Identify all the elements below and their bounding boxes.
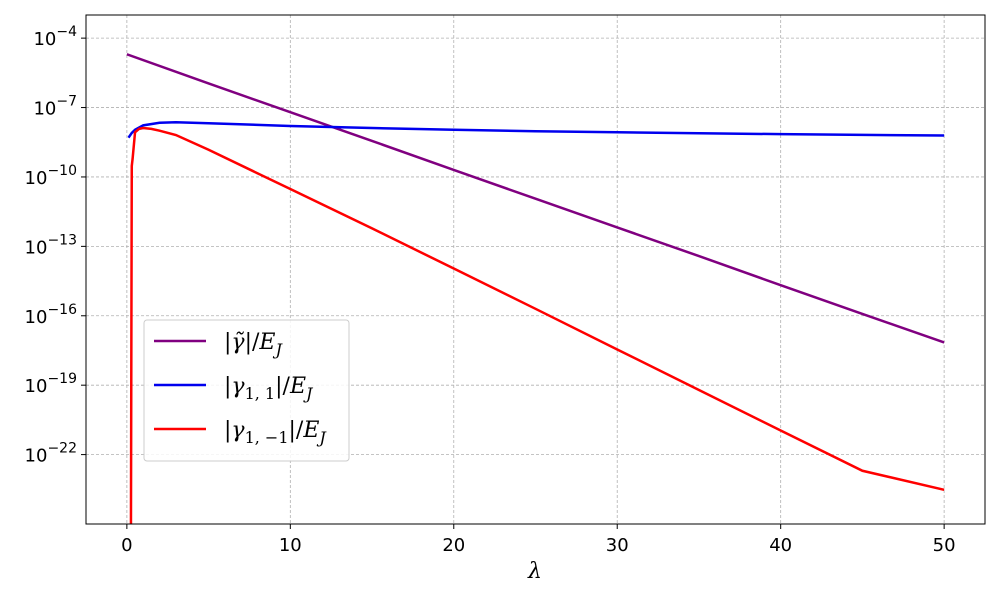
legend-box [143, 319, 350, 462]
y-tick-label: 10−10 [25, 163, 77, 189]
legend-label-2: |γ1, 1|/EJ [224, 374, 314, 403]
series-line-1 [126, 53, 945, 344]
y-tick-label: 10−22 [25, 441, 77, 467]
y-tick-label: 10−13 [25, 232, 77, 258]
legend-label-1: |γ̃|/EJ [224, 330, 283, 359]
series-line-2 [127, 121, 945, 139]
x-tick-label: 30 [606, 535, 629, 556]
x-axis-ticks: 0 10 20 30 40 50 [121, 524, 956, 556]
x-tick-label: 20 [442, 535, 465, 556]
x-tick-label: 40 [769, 535, 792, 556]
y-tick-label: 10−16 [25, 302, 78, 328]
x-axis-label: λ [527, 559, 542, 584]
y-axis-ticks: 10−4 10−7 10−10 10−13 10−16 10−19 10−22 [25, 24, 86, 467]
legend-label-3: |γ1, −1|/EJ [224, 418, 327, 447]
y-tick-label: 10−19 [25, 371, 77, 397]
y-tick-label: 10−4 [33, 24, 77, 50]
x-tick-label: 50 [933, 535, 956, 556]
x-tick-label: 0 [121, 535, 132, 556]
y-tick-label: 10−7 [33, 94, 77, 120]
plot-area-frame [85, 14, 986, 525]
x-tick-label: 10 [279, 535, 302, 556]
series-line-3 [129, 126, 945, 525]
series-lines [126, 53, 945, 525]
legend: |γ̃|/EJ |γ1, 1|/EJ |γ1, −1|/EJ [143, 319, 350, 462]
